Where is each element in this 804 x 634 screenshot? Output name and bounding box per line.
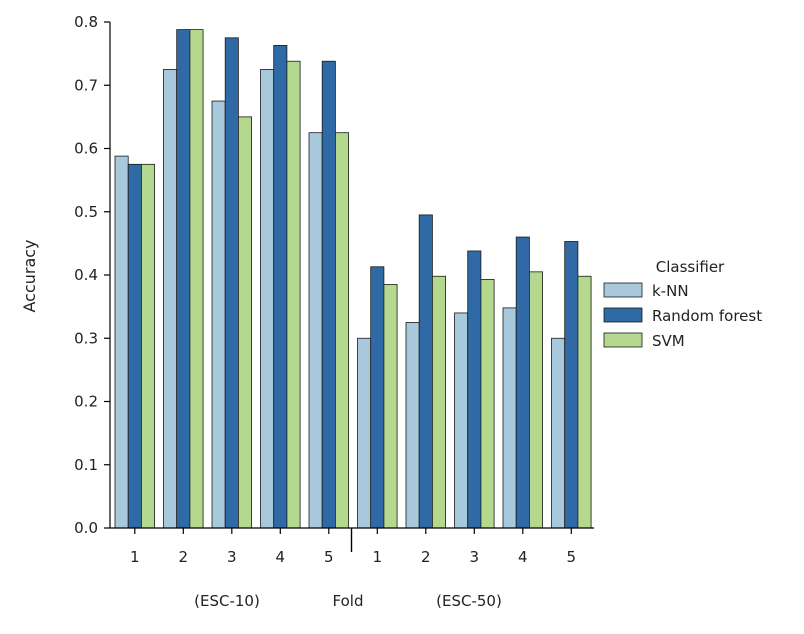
x-tick-label: 4 (276, 548, 286, 566)
legend-swatch-random-forest (603, 307, 643, 323)
legend-title: Classifier (656, 258, 725, 276)
bar-svm-8 (480, 279, 495, 529)
bar-svm-4 (286, 60, 301, 529)
x-tick-label: 3 (227, 548, 237, 566)
bar-k-nn-7 (405, 322, 420, 529)
y-axis: 0.0 0.1 0.2 0.3 0.4 0.5 0.6 0.7 0.8 (74, 13, 111, 537)
bar-svm-7 (431, 275, 446, 529)
bar-svm-6 (383, 284, 398, 529)
bar-random-forest-7 (418, 214, 433, 529)
bar-k-nn-1 (114, 155, 129, 529)
x-tick-label: 1 (373, 548, 383, 566)
bar-k-nn-6 (357, 337, 372, 529)
legend-swatch-svm (603, 332, 643, 348)
bar-svm-10 (577, 275, 592, 529)
bar-random-forest-9 (515, 236, 530, 529)
legend: Classifier k-NN Random forest SVM (603, 258, 762, 350)
y-tick-label: 0.0 (74, 519, 98, 537)
y-tick-label: 0.2 (74, 393, 98, 411)
y-tick-label: 0.5 (74, 203, 98, 221)
bar-svm-1 (140, 163, 155, 529)
bar-k-nn-8 (454, 312, 469, 529)
y-tick-label: 0.1 (74, 456, 98, 474)
group-label-esc10: (ESC-10) (194, 592, 260, 610)
x-axis: 1 2 3 4 5 1 2 3 4 5 (110, 527, 594, 566)
bar-k-nn-2 (163, 69, 178, 529)
bar-k-nn-5 (308, 132, 323, 529)
legend-swatch-k-nn (603, 282, 643, 298)
bar-random-forest-6 (370, 266, 385, 529)
y-tick-label: 0.4 (74, 266, 98, 284)
group-label-esc50: (ESC-50) (436, 592, 502, 610)
bar-k-nn-4 (260, 69, 275, 529)
x-tick-label: 5 (324, 548, 334, 566)
legend-label: SVM (652, 332, 685, 350)
x-tick-label: 4 (518, 548, 528, 566)
bar-random-forest-10 (564, 241, 579, 529)
y-axis-label: Accuracy (20, 239, 39, 312)
bar-svm-3 (237, 116, 252, 529)
x-tick-label: 2 (421, 548, 431, 566)
y-tick-label: 0.3 (74, 329, 98, 347)
bar-random-forest-2 (176, 29, 191, 529)
bar-random-forest-4 (273, 45, 288, 529)
bars-layer (114, 29, 592, 529)
bar-random-forest-5 (321, 60, 336, 529)
bar-random-forest-3 (224, 37, 239, 529)
x-tick-label: 2 (179, 548, 189, 566)
bar-k-nn-3 (211, 100, 226, 529)
x-axis-label: Fold (333, 592, 364, 610)
bar-svm-5 (334, 132, 349, 529)
legend-label: k-NN (652, 282, 689, 300)
y-tick-label: 0.7 (74, 76, 98, 94)
y-tick-label: 0.8 (74, 13, 98, 31)
bar-k-nn-10 (551, 337, 566, 529)
x-tick-label: 1 (130, 548, 140, 566)
bar-random-forest-8 (467, 250, 482, 529)
y-tick-label: 0.6 (74, 140, 98, 158)
bar-svm-2 (189, 29, 204, 529)
x-tick-label: 5 (567, 548, 577, 566)
x-tick-label: 3 (470, 548, 480, 566)
bar-random-forest-1 (127, 163, 142, 529)
bar-svm-9 (529, 271, 544, 529)
bar-k-nn-9 (502, 307, 517, 529)
legend-label: Random forest (652, 307, 762, 325)
